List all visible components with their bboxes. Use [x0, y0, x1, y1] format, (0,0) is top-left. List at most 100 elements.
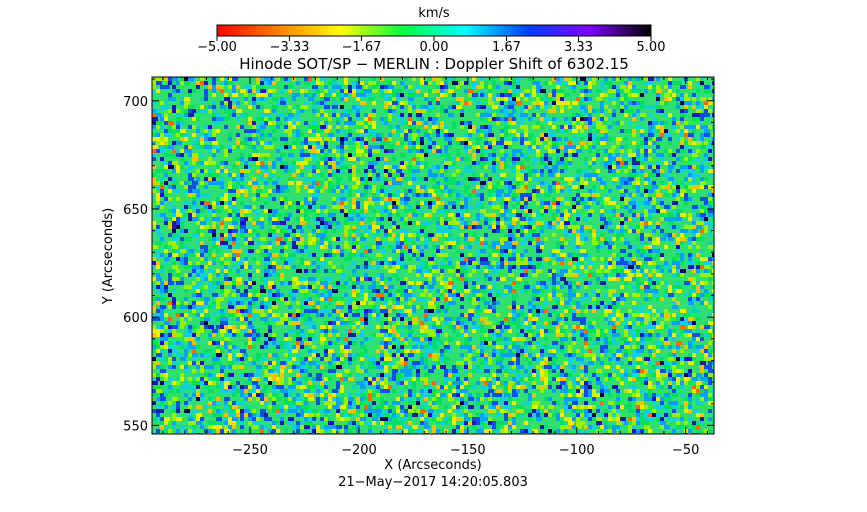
- heatmap-cell: [324, 209, 328, 213]
- heatmap-cell: [236, 237, 240, 241]
- heatmap-cell: [556, 221, 560, 225]
- heatmap-cell: [340, 145, 346, 149]
- heatmap-cell: [436, 325, 442, 329]
- heatmap-cell: [488, 165, 492, 169]
- heatmap-cell: [188, 149, 192, 153]
- heatmap-cell: [400, 81, 404, 85]
- heatmap-cell: [292, 121, 296, 125]
- heatmap-cell: [380, 277, 384, 281]
- heatmap-cell: [320, 173, 324, 177]
- heatmap-cell: [396, 125, 400, 129]
- heatmap-cell: [520, 173, 524, 177]
- heatmap-cell: [584, 109, 588, 113]
- colorbar-label: km/s: [418, 6, 450, 21]
- heatmap-cell: [676, 245, 680, 249]
- heatmap-cell: [528, 137, 532, 141]
- heatmap-cell: [544, 285, 548, 289]
- heatmap-cell: [668, 333, 672, 337]
- heatmap-cell: [424, 125, 428, 129]
- heatmap-cell: [236, 317, 240, 321]
- heatmap-cell: [344, 209, 348, 213]
- heatmap-cell: [560, 257, 564, 261]
- heatmap-cell: [656, 161, 660, 165]
- heatmap-cell: [688, 217, 692, 221]
- heatmap-cell: [152, 245, 158, 249]
- heatmap-cell: [596, 193, 600, 197]
- heatmap-cell: [572, 205, 576, 209]
- heatmap-cell: [552, 249, 556, 253]
- heatmap-cell: [584, 157, 588, 161]
- heatmap-cell: [188, 77, 194, 81]
- heatmap-cell: [600, 81, 606, 85]
- heatmap-cell: [356, 309, 360, 313]
- heatmap-cell: [680, 125, 684, 129]
- heatmap-cell: [200, 329, 204, 333]
- heatmap-cell: [708, 261, 712, 265]
- heatmap-cell: [532, 269, 536, 273]
- heatmap-cell: [532, 245, 536, 249]
- heatmap-cell: [560, 225, 564, 229]
- heatmap-cell: [360, 81, 364, 85]
- heatmap-cell: [284, 117, 288, 121]
- heatmap-cell: [528, 229, 532, 233]
- heatmap-cell: [256, 233, 260, 237]
- heatmap-cell: [460, 141, 464, 145]
- heatmap-cell: [532, 313, 536, 317]
- heatmap-cell: [192, 181, 198, 185]
- heatmap-cell: [296, 137, 300, 141]
- heatmap-cell: [328, 149, 334, 153]
- heatmap-cell: [360, 129, 364, 133]
- heatmap-cell: [552, 269, 556, 273]
- heatmap-cell: [192, 293, 198, 297]
- heatmap-cell: [640, 317, 644, 321]
- heatmap-cell: [592, 137, 598, 141]
- heatmap-cell: [588, 329, 594, 333]
- heatmap-cell: [336, 305, 340, 309]
- heatmap-cell: [580, 141, 586, 145]
- heatmap-cell: [612, 309, 616, 313]
- heatmap-cell: [252, 301, 256, 305]
- heatmap-cell: [332, 157, 336, 161]
- heatmap-cell: [540, 229, 544, 233]
- heatmap-cell: [512, 185, 516, 189]
- heatmap-cell: [296, 105, 302, 109]
- heatmap-cell: [640, 321, 646, 325]
- heatmap-cell: [364, 153, 368, 157]
- heatmap-cell: [648, 77, 654, 81]
- heatmap-cell: [504, 117, 508, 121]
- heatmap-cell: [580, 121, 584, 125]
- heatmap-cell: [696, 141, 702, 145]
- heatmap-cell: [540, 101, 546, 105]
- heatmap-cell: [612, 173, 616, 177]
- heatmap-cell: [300, 89, 306, 93]
- heatmap-cell: [536, 289, 540, 293]
- heatmap-cell: [528, 149, 534, 153]
- heatmap-cell: [224, 161, 228, 165]
- heatmap-cell: [260, 313, 266, 317]
- heatmap-cell: [368, 325, 372, 329]
- heatmap-cell: [588, 89, 592, 93]
- heatmap-cell: [620, 105, 626, 109]
- heatmap-cell: [644, 81, 648, 85]
- heatmap-cell: [632, 193, 638, 197]
- heatmap-cell: [644, 261, 648, 265]
- heatmap-cell: [460, 313, 464, 317]
- heatmap-cell: [368, 197, 372, 201]
- heatmap-cell: [384, 177, 388, 181]
- heatmap-cell: [564, 117, 568, 121]
- heatmap-cell: [572, 113, 576, 117]
- heatmap-cell: [356, 113, 360, 117]
- heatmap-cell: [700, 185, 704, 189]
- heatmap-cell: [212, 77, 218, 81]
- heatmap-cell: [416, 237, 422, 241]
- heatmap-cell: [184, 261, 188, 265]
- heatmap-cell: [604, 193, 608, 197]
- heatmap-cell: [452, 125, 456, 129]
- heatmap-cell: [152, 133, 158, 137]
- heatmap-cell: [516, 313, 520, 317]
- heatmap-cell: [292, 133, 298, 137]
- heatmap-cell: [704, 113, 710, 117]
- heatmap-cell: [452, 245, 456, 249]
- heatmap-cell: [556, 173, 560, 177]
- heatmap-cell: [172, 205, 176, 209]
